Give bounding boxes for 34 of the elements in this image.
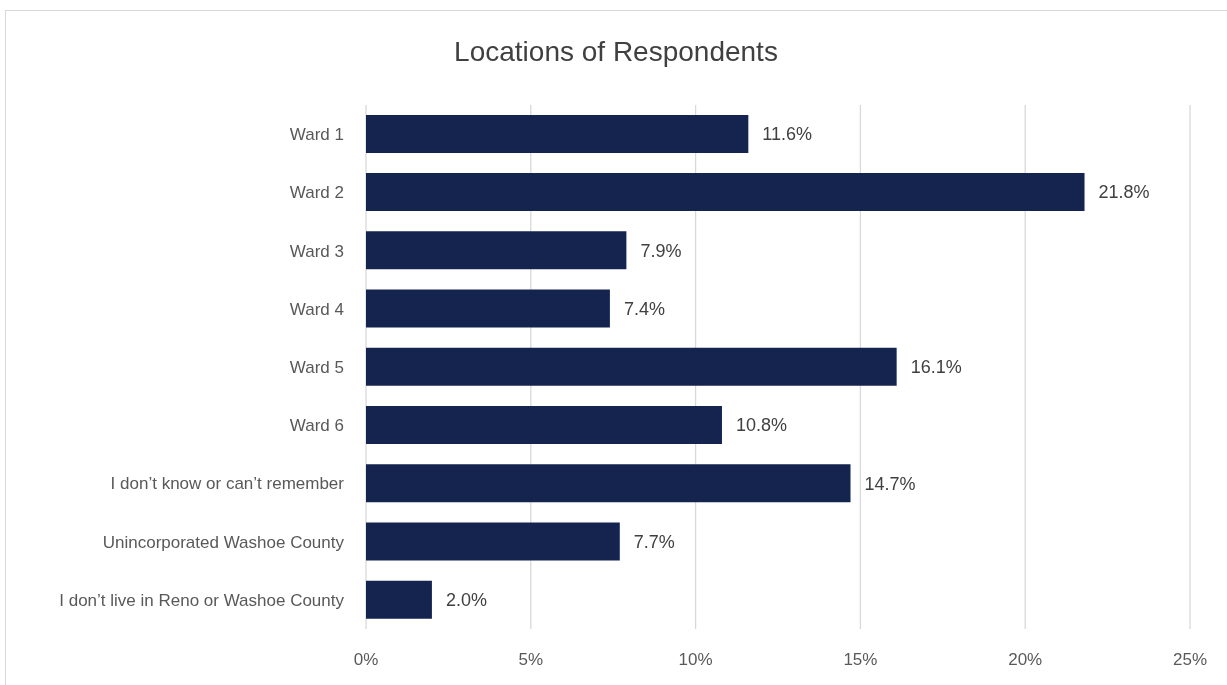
data-label: 7.4% [623, 298, 665, 319]
chart-title: Locations of Respondents [453, 35, 779, 69]
bar [366, 464, 851, 503]
data-label: 7.9% [640, 240, 682, 261]
data-label: 21.8% [1098, 182, 1150, 203]
bar [366, 114, 749, 153]
bar [366, 231, 627, 270]
bar [366, 406, 722, 445]
y-tick-label: Ward 4 [289, 299, 344, 319]
data-label: 2.0% [445, 589, 487, 610]
y-tick-label: Ward 6 [289, 416, 344, 436]
data-label: 11.6% [762, 124, 813, 145]
y-tick-label: Ward 1 [289, 125, 344, 145]
y-tick-label: Ward 5 [289, 358, 344, 378]
y-tick-label: I don’t know or can’t remember [110, 474, 345, 494]
x-tick-label: 10% [678, 650, 713, 670]
y-tick-label: Unincorporated Washoe County [102, 532, 345, 552]
bar [366, 580, 432, 619]
bar [366, 347, 897, 386]
x-tick-label: 0% [353, 650, 379, 670]
y-tick-label: Ward 3 [289, 241, 344, 261]
data-label: 10.8% [735, 415, 788, 436]
x-tick-label: 25% [1172, 650, 1208, 670]
data-label: 16.1% [910, 357, 962, 378]
y-tick-label: Ward 2 [289, 183, 344, 203]
y-tick-label: I don’t live in Reno or Washoe County [59, 590, 345, 610]
data-label: 7.7% [633, 531, 675, 552]
bar [366, 289, 610, 328]
data-label: 14.7% [864, 473, 916, 494]
x-tick-label: 5% [518, 650, 544, 670]
x-tick-label: 15% [843, 650, 878, 670]
x-tick-label: 20% [1008, 650, 1043, 670]
bar [366, 522, 620, 561]
bar [366, 173, 1085, 212]
